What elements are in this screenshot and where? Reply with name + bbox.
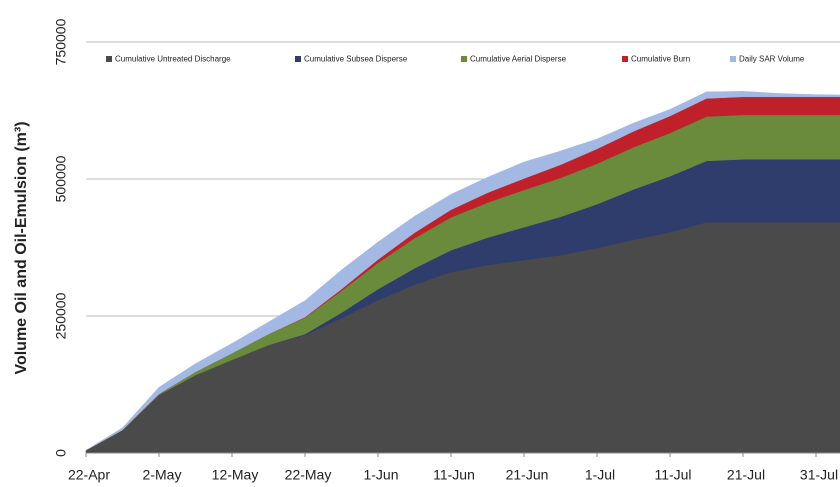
y-tick-label: 750000: [53, 18, 69, 65]
legend-swatch: [106, 56, 112, 62]
legend-swatch: [622, 56, 628, 62]
x-tick-label: 21-Jun: [506, 467, 549, 483]
legend-label: Daily SAR Volume: [739, 55, 805, 64]
y-tick-label: 500000: [53, 155, 69, 202]
area: [85, 91, 840, 451]
x-tick-label: 11-Jul: [654, 467, 691, 483]
x-tick-label: 1-Jul: [585, 467, 615, 483]
x-tick-label: 1-Jun: [363, 467, 398, 483]
legend-label: Cumulative Untreated Discharge: [115, 55, 231, 64]
legend-label: Cumulative Burn: [631, 55, 690, 64]
x-tick-label: 12-May: [212, 467, 259, 483]
legend-swatch: [295, 56, 301, 62]
legend-label: Cumulative Subsea Disperse: [304, 55, 408, 64]
legend-swatch: [730, 56, 736, 62]
x-tick-label: 22-May: [285, 467, 332, 483]
y-axis-title: Volume Oil and Oil-Emulsion (m³): [13, 121, 30, 374]
x-tick-label: 11-Jun: [433, 467, 475, 483]
x-tick-label: 31-Jul: [800, 467, 838, 483]
x-tick-label: 21-Jul: [727, 467, 765, 483]
legend-label: Cumulative Aerial Disperse: [470, 55, 567, 64]
x-tick-label: 2-May: [143, 467, 182, 483]
y-tick-label: 250000: [53, 292, 69, 339]
x-tick-label: 22-Apr: [68, 467, 110, 483]
legend-swatch: [461, 56, 467, 62]
y-tick-label: 0: [53, 449, 69, 457]
